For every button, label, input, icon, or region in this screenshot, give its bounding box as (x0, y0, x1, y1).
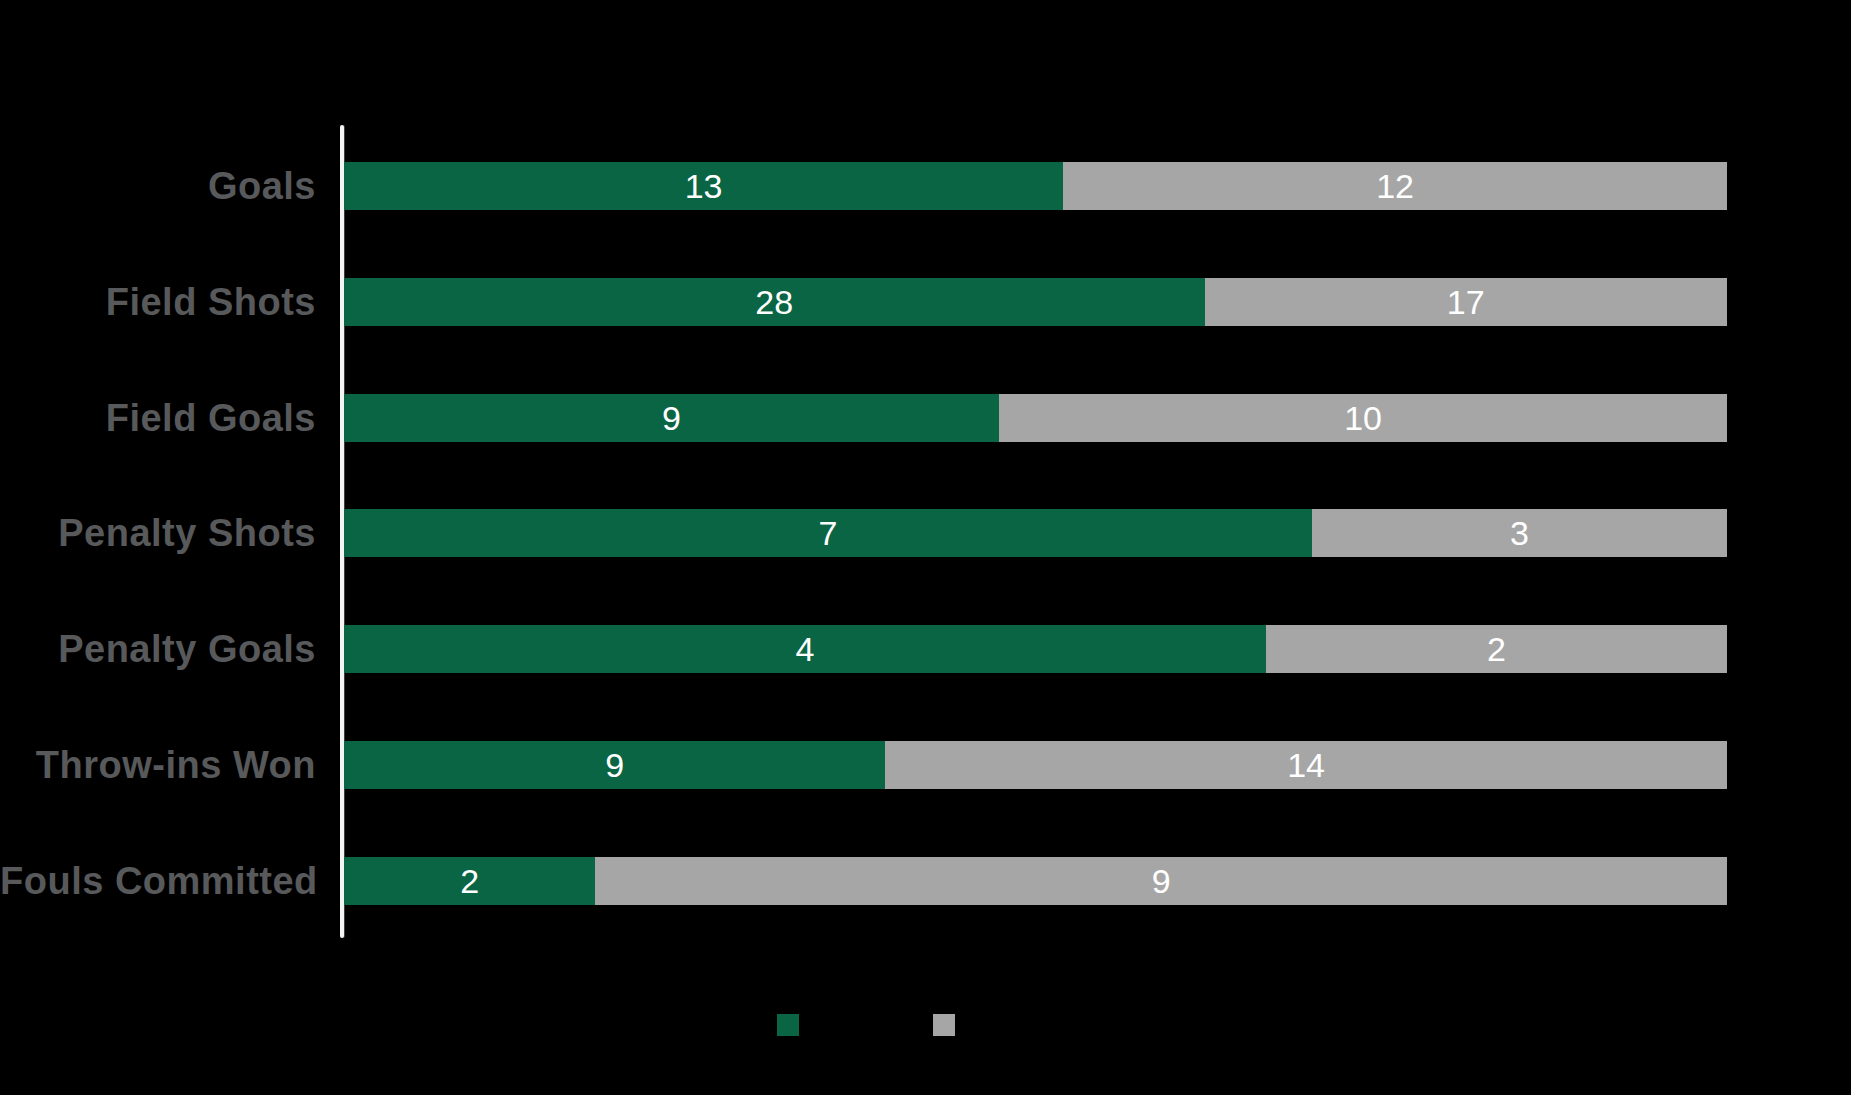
legend-swatch-gray (933, 1014, 955, 1036)
value-label: 3 (1510, 509, 1529, 557)
bar-segment-gray: 9 (595, 857, 1727, 905)
bar-segment-green: 7 (344, 509, 1312, 557)
value-label: 2 (1487, 625, 1506, 673)
bar-row: 13 12 (344, 162, 1727, 210)
bar-row: 29 (344, 857, 1727, 905)
category-label: Penalty Goals (0, 625, 316, 673)
stacked-bar-chart: Goals 13 12 Field Shots 28 17 Field Goals 9 10 Pe… (0, 0, 1851, 1095)
bar-segment-green: 4 (344, 625, 1266, 673)
category-label: Field Shots (0, 278, 316, 326)
bar-segment-gray: 10 (999, 394, 1727, 442)
bar-segment-gray: 3 (1312, 509, 1727, 557)
value-label: 13 (685, 162, 723, 210)
bar-row: 42 (344, 625, 1727, 673)
bar-segment-green: 9 (344, 741, 885, 789)
category-label: Fouls Committed (0, 857, 316, 905)
bar-row: 28 17 (344, 278, 1727, 326)
bar-row: 73 (344, 509, 1727, 557)
value-label: 9 (662, 394, 681, 442)
value-label: 4 (796, 625, 815, 673)
value-label: 14 (1287, 741, 1325, 789)
category-label: Field Goals (0, 394, 316, 442)
bar-segment-gray: 17 (1205, 278, 1727, 326)
value-label: 9 (1152, 857, 1171, 905)
bar-segment-gray: 2 (1266, 625, 1727, 673)
value-label: 17 (1447, 278, 1485, 326)
value-label: 7 (819, 509, 838, 557)
value-label: 10 (1344, 394, 1382, 442)
value-label: 9 (605, 741, 624, 789)
category-label: Throw-ins Won (0, 741, 316, 789)
bar-segment-gray: 14 (885, 741, 1727, 789)
legend-swatch-green (777, 1014, 799, 1036)
value-label: 12 (1376, 162, 1414, 210)
value-label: 28 (755, 278, 793, 326)
bar-segment-green: 13 (344, 162, 1063, 210)
bar-segment-green: 28 (344, 278, 1205, 326)
bar-row: 9 10 (344, 394, 1727, 442)
bar-segment-green: 9 (344, 394, 999, 442)
bar-segment-gray: 12 (1063, 162, 1727, 210)
bar-segment-green: 2 (344, 857, 595, 905)
value-label: 2 (460, 857, 479, 905)
bar-row: 9 14 (344, 741, 1727, 789)
category-label: Penalty Shots (0, 509, 316, 557)
category-label: Goals (0, 162, 316, 210)
